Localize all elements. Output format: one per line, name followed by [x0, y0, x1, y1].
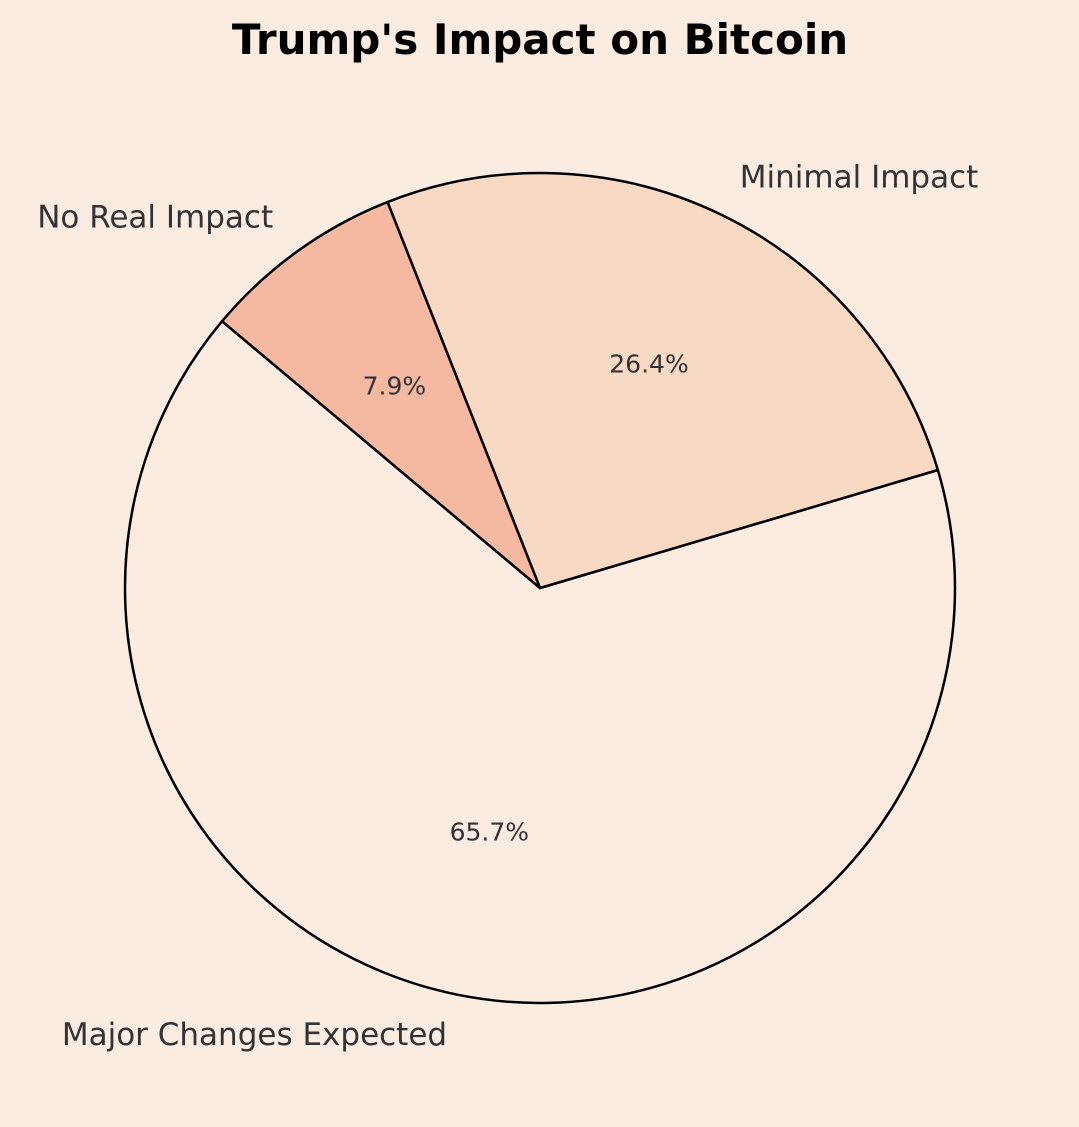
- category-label-2: Minimal Impact: [740, 160, 979, 196]
- pie-slice-3: [220, 200, 542, 590]
- category-label-1: Major Changes Expected: [62, 1017, 447, 1053]
- pie-slices: [123, 171, 957, 1005]
- category-label-3: No Real Impact: [37, 200, 273, 236]
- pie-slice-1: [123, 319, 957, 1005]
- percentage-label-2: 26.4%: [609, 350, 688, 379]
- chart-title: Trump's Impact on Bitcoin: [232, 15, 848, 64]
- pie-slice-2: [386, 171, 940, 590]
- pie-labels: 65.7% Major Changes Expected 26.4% Minimal …: [37, 160, 978, 1053]
- percentage-label-1: 65.7%: [450, 817, 529, 846]
- percentage-label-3: 7.9%: [363, 372, 427, 401]
